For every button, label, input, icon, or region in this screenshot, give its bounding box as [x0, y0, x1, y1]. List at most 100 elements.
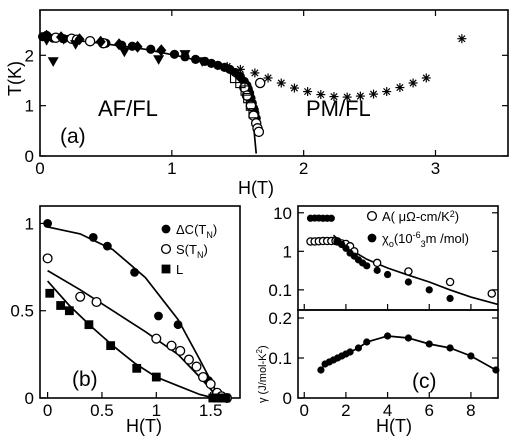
panel-c-lower-point-circle-filled [383, 332, 392, 340]
panel-a-label: (a) [60, 125, 86, 148]
panel-b-point-square-filled [64, 306, 74, 316]
panel-a-point-triangle-down-filled [47, 57, 59, 67]
panel-a-point-asterisk [263, 73, 273, 83]
panel-b-fit-curve-2 [46, 280, 215, 399]
panel-c-lower-ylabel: γ (J/mol-K2) [255, 345, 269, 403]
panel-b: (b) H(T) ΔC(TN) S(TN) L 0 0.5 1 1.5 0 0.5 1 [10, 205, 241, 436]
panel-a-point-triangle-down-filled [196, 57, 208, 67]
panel-c-label: (c) [412, 370, 437, 393]
panel-a-point-triangle-down-filled [179, 50, 191, 60]
panel-a-point-asterisk [421, 73, 431, 83]
panel-c-upper-point-circle-open [404, 267, 413, 276]
panel-a-y-tick-label: 2 [25, 46, 34, 65]
legend-label-a-coefficient: A( μΩ-cm/K2) [382, 209, 459, 224]
panel-c-upper-point-circle-filled [373, 266, 381, 274]
panel-a-point-asterisk [222, 61, 232, 71]
panel-a-x-tick-label: 3 [431, 159, 440, 178]
panel-b-point-circle-open [75, 291, 86, 302]
panel-a-point-square-open [245, 100, 257, 111]
panel-c-xlabel: H(T) [376, 416, 412, 436]
panel-a-x-tick-label: 1 [167, 159, 176, 178]
panel-c-upper-point-circle-open [445, 277, 455, 287]
panel-c-lower-point-circle-filled [404, 334, 413, 342]
panel-a-point-circle-filled [190, 54, 201, 64]
panel-a-point-square-open [248, 108, 259, 119]
legend-label-delta-c: ΔC(TN) [176, 222, 217, 240]
panel-c-upper-point-circle-filled [363, 262, 371, 270]
panel-a-point-circle-filled [146, 44, 156, 54]
panel-a-y-tick-label: 0 [25, 147, 34, 166]
legend-marker-square-filled [161, 264, 171, 274]
panel-c-lower-point-circle-filled [346, 348, 354, 356]
panel-a-y-tick-label: 1 [25, 97, 34, 116]
legend-marker-circle-open [366, 210, 378, 222]
panel-a-point-circle-open [84, 35, 96, 47]
panel-a-point-square-open [243, 92, 254, 104]
panel-a-point-triangle-down-filled [58, 35, 70, 45]
panel-c-upper-point-circle-filled [404, 278, 413, 286]
panel-c-lower-frame [297, 309, 499, 399]
panel-a-point-asterisk [355, 91, 365, 101]
panel-c-lower-point-circle-filled [317, 366, 325, 374]
panel-b-point-circle-open [91, 296, 102, 308]
panel-b-point-circle-open [151, 333, 162, 344]
panel-c-upper-point-circle-open [372, 258, 382, 268]
panel-a-point-circle-open [254, 77, 266, 89]
panel-a-point-diamond-filled [156, 44, 167, 57]
legend-label-l: L [176, 262, 183, 277]
panel-c-lower-point-circle-filled [446, 344, 454, 352]
panel-c-upper-point-circle-filled [425, 286, 433, 294]
panel-c-legend: A( μΩ-cm/K2) χo(10-63m /mol) [382, 209, 469, 249]
panel-b-frame [39, 205, 241, 399]
panel-c-upper-fit-curve [332, 234, 499, 306]
panel-a-point-asterisk [289, 83, 299, 93]
legend-marker-circle-filled [161, 224, 171, 234]
panel-b-y-tick-label: 0.5 [10, 302, 34, 321]
panel-c-lower-point-circle-filled [467, 352, 475, 360]
panel-b-point-circle-open [191, 361, 202, 372]
panel-b-point-circle-filled [173, 320, 183, 330]
panel-a-point-triangle-down-filled [118, 47, 130, 58]
panel-b-x-tick-label: 0.5 [90, 401, 114, 420]
panel-c-lower-point-circle-filled [354, 344, 363, 352]
panel-b-point-square-filled [84, 320, 94, 330]
panel-a-point-triangle-down-filled [70, 40, 82, 50]
panel-a-point-triangle-down-filled [153, 55, 165, 65]
panel-b-y-tick-label: 1 [25, 214, 34, 233]
panel-a-point-asterisk [369, 89, 379, 99]
panel-c-lower-point-circle-filled [363, 338, 371, 346]
panel-c-lower-y-tick-label: 0.1 [268, 349, 292, 368]
panel-b-point-circle-filled [43, 219, 53, 228]
panel-b-point-square-filled [45, 288, 55, 298]
panel-c-x-tick-label: 0 [300, 401, 309, 420]
panel-b-point-square-filled [221, 393, 231, 403]
region-label-af-fl: AF/FL [98, 96, 158, 121]
panel-c-upper-y-tick-label: 0.1 [268, 281, 292, 300]
panel-a-point-diamond-filled [114, 38, 125, 51]
panel-c-lower-point-circle-filled [425, 340, 433, 348]
panel-a: AF/FL PM/FL (a) H(T) T(K) 0 1 2 3 0 1 2 [5, 9, 509, 198]
panel-a-point-asterisk [250, 68, 260, 78]
panel-b-point-circle-filled [130, 267, 139, 277]
panel-b-point-circle-open [205, 378, 216, 390]
panel-b-point-square-filled [106, 341, 116, 351]
panel-a-point-asterisk [408, 78, 418, 88]
panel-a-point-diamond-filled [132, 40, 143, 53]
panel-b-y-tick-label: 0 [25, 389, 34, 408]
panel-b-point-circle-open [175, 345, 186, 356]
panel-a-point-circle-filled [169, 49, 180, 59]
panel-b-point-square-filled [132, 363, 142, 373]
panel-b-point-circle-filled [88, 233, 98, 242]
panel-a-point-asterisk [457, 34, 467, 44]
panel-c-x-tick-label: 8 [466, 401, 475, 420]
panel-a-point-asterisk [342, 92, 352, 102]
panel-a-ylabel: T(K) [5, 61, 25, 96]
panel-a-point-asterisk [276, 78, 286, 88]
legend-marker-circle-filled [367, 233, 377, 243]
panel-b-point-circle-filled [154, 311, 163, 321]
legend-label-chi: χo(10-63m /mol) [382, 230, 469, 249]
panel-a-point-asterisk [316, 90, 326, 100]
panel-b-point-square-filled [151, 372, 161, 382]
panel-a-point-diamond-filled [74, 33, 85, 46]
panel-c-x-tick-label: 2 [341, 401, 350, 420]
